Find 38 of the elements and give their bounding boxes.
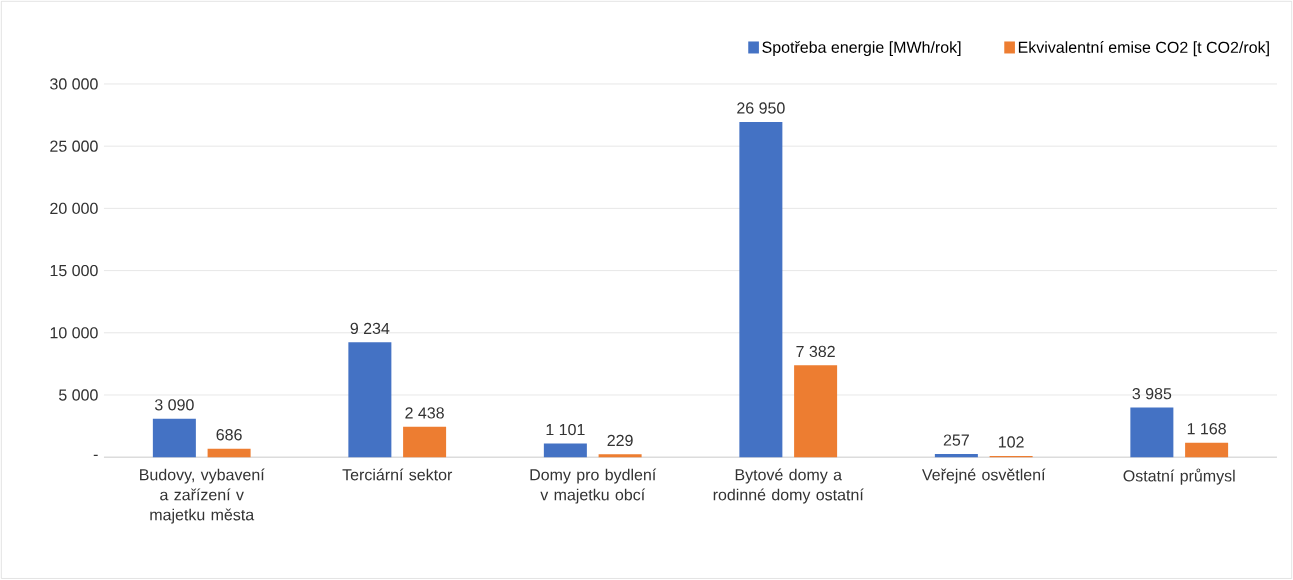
data-label: 26 950	[737, 102, 785, 114]
y-tick-label: 15 000	[50, 265, 98, 277]
bar	[1130, 407, 1174, 458]
bar	[207, 448, 251, 458]
data-label: 2 438	[405, 407, 444, 419]
bar	[1185, 442, 1229, 458]
y-tick-label: 10 000	[50, 327, 98, 339]
bar	[934, 454, 978, 458]
bar	[543, 443, 587, 458]
data-label: 7 382	[796, 345, 835, 358]
x-tick-label: Ostatní průmysl	[1123, 468, 1235, 485]
y-tick-label: 25 000	[50, 140, 98, 152]
data-label: 9 234	[350, 322, 390, 335]
y-tick-label: 20 000	[50, 202, 98, 215]
data-label: 686	[216, 429, 242, 441]
data-label: 229	[607, 434, 633, 447]
x-tick-label: Budovy, vybavení a zařízení v majetku města	[140, 468, 265, 524]
bar	[403, 426, 447, 458]
bar	[739, 121, 783, 458]
legend-label: Ekvivalentní emise CO2 [t CO2/rok]	[1018, 41, 1269, 57]
data-label: 3 985	[1132, 388, 1172, 400]
bar	[598, 454, 642, 458]
bar	[348, 342, 392, 458]
data-label: 3 090	[154, 399, 194, 411]
y-tick-label: 5 000	[59, 389, 98, 401]
x-tick-label: Terciární sektor	[342, 468, 453, 481]
x-tick-label: Domy pro bydlení v majetku obcí	[530, 468, 657, 504]
y-tick-label: -	[93, 454, 98, 457]
x-tick-label: Veřejné osvětlení	[922, 468, 1046, 484]
data-label: 102	[998, 436, 1024, 448]
data-label: 1 168	[1187, 423, 1226, 435]
x-tick-label: Bytové domy a rodinné domy ostatní	[713, 468, 864, 504]
data-label: 1 101	[546, 424, 585, 436]
data-label: 257	[943, 434, 969, 446]
bar	[794, 365, 838, 458]
y-tick-label: 30 000	[50, 78, 98, 90]
bar	[152, 418, 196, 458]
legend-label: Spotřeba energie [MWh/rok]	[762, 41, 961, 57]
